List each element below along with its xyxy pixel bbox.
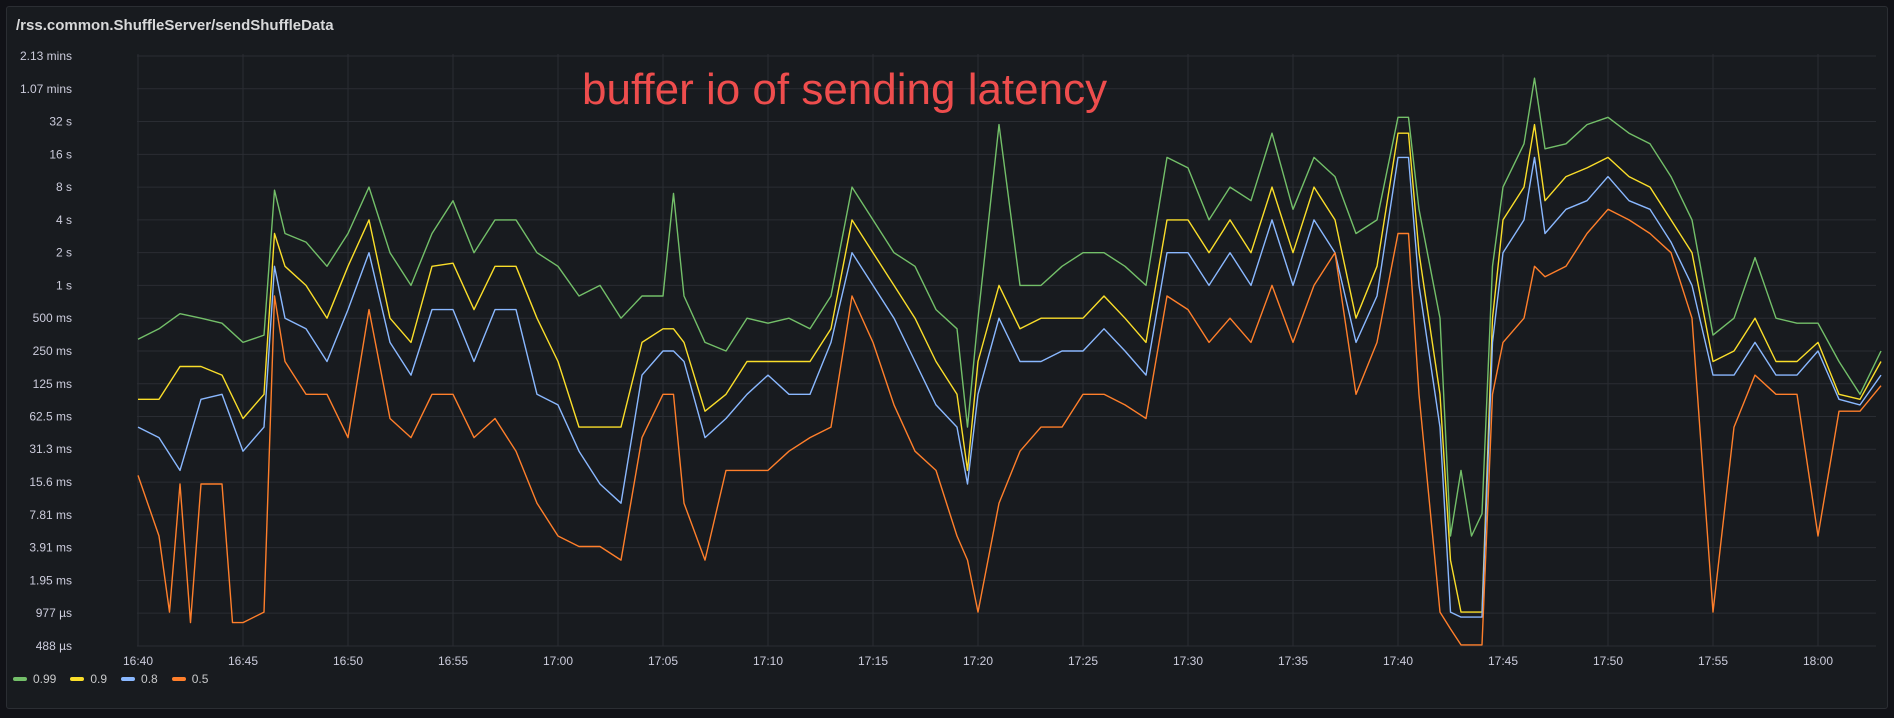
legend-swatch	[13, 677, 27, 681]
y-tick-label: 8 s	[56, 180, 72, 194]
y-tick-label: 500 ms	[33, 311, 72, 325]
x-tick-label: 16:50	[333, 654, 363, 668]
chart-panel: /rss.common.ShuffleServer/sendShuffleDat…	[6, 6, 1888, 709]
legend-item-0-8[interactable]: 0.8	[121, 672, 158, 686]
legend-swatch	[171, 677, 186, 681]
x-tick-label: 17:00	[543, 654, 573, 668]
legend-item-0-9[interactable]: 0.9	[70, 672, 107, 686]
y-tick-label: 4 s	[56, 213, 72, 227]
x-tick-label: 16:40	[123, 654, 153, 668]
x-axis: 16:40 16:45 16:50 16:55 17:00 17:05 17:10 17:15…	[123, 654, 1833, 668]
x-tick-label: 17:30	[1173, 654, 1203, 668]
series-line-0-99[interactable]	[137, 77, 1882, 537]
y-tick-label: 32 s	[49, 115, 72, 129]
legend-label: 0.9	[90, 672, 108, 686]
x-tick-label: 17:15	[858, 654, 888, 668]
y-tick-label: 2.13 mins	[20, 49, 72, 63]
y-tick-label: 488 µs	[36, 639, 72, 653]
x-tick-label: 17:45	[1488, 654, 1518, 668]
y-tick-label: 125 ms	[33, 377, 72, 391]
y-tick-label: 31.3 ms	[29, 442, 72, 456]
y-tick-label: 250 ms	[33, 344, 72, 358]
y-tick-label: 1.07 mins	[20, 82, 72, 96]
series-line-0-5[interactable]	[137, 208, 1882, 646]
x-tick-label: 17:10	[753, 654, 783, 668]
x-tick-label: 17:05	[648, 654, 678, 668]
legend-label: 0.8	[141, 672, 158, 686]
x-tick-label: 17:55	[1698, 654, 1728, 668]
grid	[137, 54, 1876, 647]
y-tick-label: 7.81 ms	[29, 508, 72, 522]
x-tick-label: 16:55	[438, 654, 468, 668]
y-tick-label: 15.6 ms	[29, 475, 72, 489]
x-tick-label: 17:50	[1593, 654, 1623, 668]
x-tick-label: 16:45	[228, 654, 258, 668]
chart-annotation: buffer io of sending latency	[582, 65, 1107, 114]
legend-item-0-99[interactable]: 0.99	[13, 672, 56, 686]
series-line-0-8[interactable]	[137, 156, 1882, 618]
x-tick-label: 17:25	[1068, 654, 1098, 668]
y-tick-label: 1 s	[56, 278, 72, 292]
legend-label: 0.99	[33, 672, 57, 686]
legend-swatch	[70, 677, 85, 681]
x-tick-label: 18:00	[1803, 654, 1833, 668]
y-tick-label: 1.95 ms	[29, 573, 72, 587]
y-tick-label: 2 s	[56, 246, 72, 260]
legend-label: 0.5	[191, 672, 209, 686]
y-tick-label: 977 µs	[36, 606, 72, 620]
x-tick-label: 17:35	[1278, 654, 1308, 668]
series-lines	[137, 77, 1882, 646]
y-tick-label: 3.91 ms	[29, 541, 72, 555]
legend-swatch	[121, 677, 136, 681]
x-tick-label: 17:40	[1383, 654, 1413, 668]
y-axis: 488 µs 977 µs 1.95 ms 3.91 ms 7.81 ms 15.6 ms…	[20, 49, 72, 653]
series-line-0-9[interactable]	[138, 123, 1882, 613]
y-tick-label: 62.5 ms	[29, 410, 72, 424]
y-tick-label: 16 s	[49, 147, 72, 161]
panel-title[interactable]: /rss.common.ShuffleServer/sendShuffleDat…	[16, 17, 334, 34]
legend: 0.99 0.9 0.8 0.5	[13, 672, 208, 686]
x-tick-label: 17:20	[963, 654, 993, 668]
legend-item-0-5[interactable]: 0.5	[171, 672, 209, 686]
